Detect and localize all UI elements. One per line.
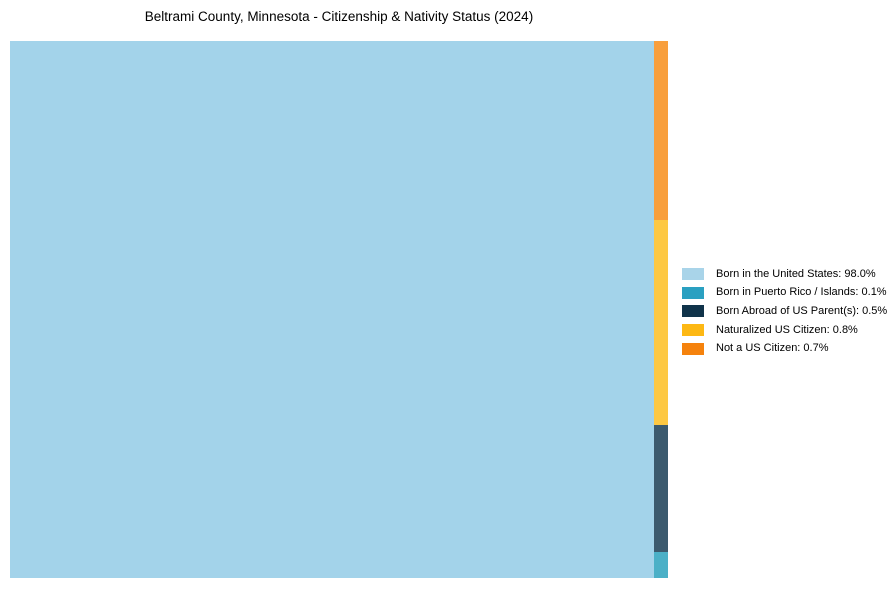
treemap-rect-not-a-us-citizen[interactable] xyxy=(654,41,668,220)
treemap-rect-born-in-puerto-rico-islands[interactable] xyxy=(654,552,668,578)
legend-item-born-in-the-united-states[interactable]: Born in the United States: 98.0% xyxy=(682,265,887,284)
chart-title: Beltrami County, Minnesota - Citizenship… xyxy=(144,9,534,24)
legend-swatch xyxy=(682,268,704,281)
treemap-rect-naturalized-us-citizen[interactable] xyxy=(654,220,668,425)
legend-item-naturalized-us-citizen[interactable]: Naturalized US Citizen: 0.8% xyxy=(682,321,887,340)
legend-swatch xyxy=(682,324,704,337)
legend: Born in the United States: 98.0% Born in … xyxy=(682,265,887,358)
legend-item-born-abroad-of-us-parent-s[interactable]: Born Abroad of US Parent(s): 0.5% xyxy=(682,302,887,321)
legend-label: Born in Puerto Rico / Islands: 0.1% xyxy=(716,286,887,299)
legend-label: Not a US Citizen: 0.7% xyxy=(716,342,829,355)
legend-item-born-in-puerto-rico-islands[interactable]: Born in Puerto Rico / Islands: 0.1% xyxy=(682,284,887,303)
treemap-rect-born-abroad-of-us-parent-s[interactable] xyxy=(654,424,668,553)
legend-swatch xyxy=(682,305,704,318)
legend-item-not-a-us-citizen[interactable]: Not a US Citizen: 0.7% xyxy=(682,339,887,358)
legend-label: Born Abroad of US Parent(s): 0.5% xyxy=(716,304,888,317)
treemap-rect-born-in-the-united-states[interactable] xyxy=(10,41,655,578)
legend-label: Born in the United States: 98.0% xyxy=(716,267,876,280)
legend-swatch xyxy=(682,286,704,299)
legend-label: Naturalized US Citizen: 0.8% xyxy=(716,323,858,336)
treemap-plot xyxy=(10,41,668,578)
legend-swatch xyxy=(682,342,704,355)
